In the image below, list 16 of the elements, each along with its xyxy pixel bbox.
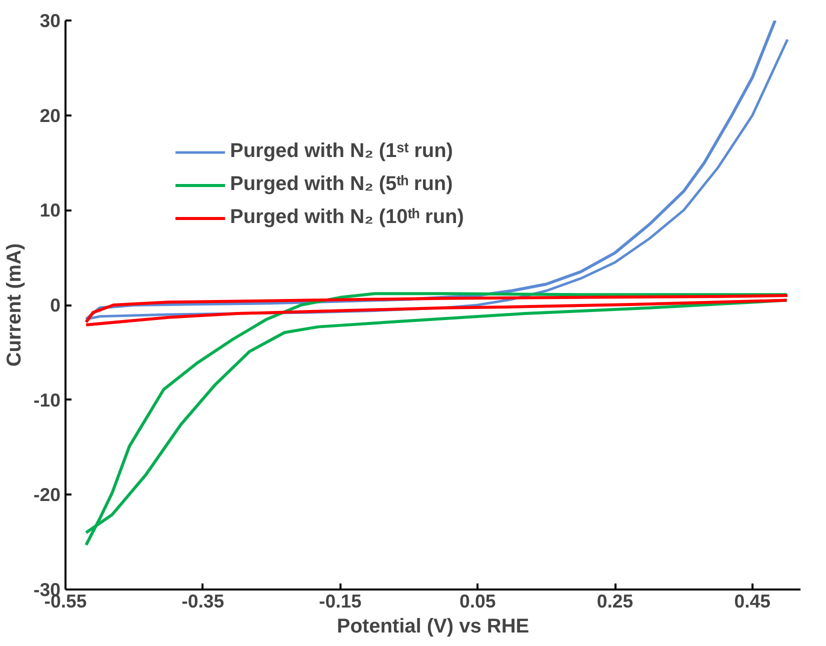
x-tick-label: 0.45 [734,590,771,612]
x-tick-label: 0.05 [459,590,496,612]
y-tick-label: 20 [40,104,61,126]
y-tick-label: 30 [40,10,61,31]
y-axis-title: Current (mA) [4,243,26,367]
x-tick-label: -0.15 [319,590,362,612]
x-tick-label: 0.25 [596,590,634,612]
x-tick-label: -0.35 [182,590,224,612]
y-tick-label: 0 [50,294,61,316]
legend-label: Purged with N₂ (1ˢᵗ run) [230,140,453,163]
legend-label: Purged with N₂ (5ᵗʰ run) [230,173,453,196]
y-tick-label: -20 [34,484,61,506]
legend-label: Purged with N₂ (10ᵗʰ run) [230,206,464,229]
y-tick-label: -10 [34,389,61,410]
x-axis-title: Potential (V) vs RHE [336,616,530,638]
y-tick-label: 10 [40,200,61,221]
